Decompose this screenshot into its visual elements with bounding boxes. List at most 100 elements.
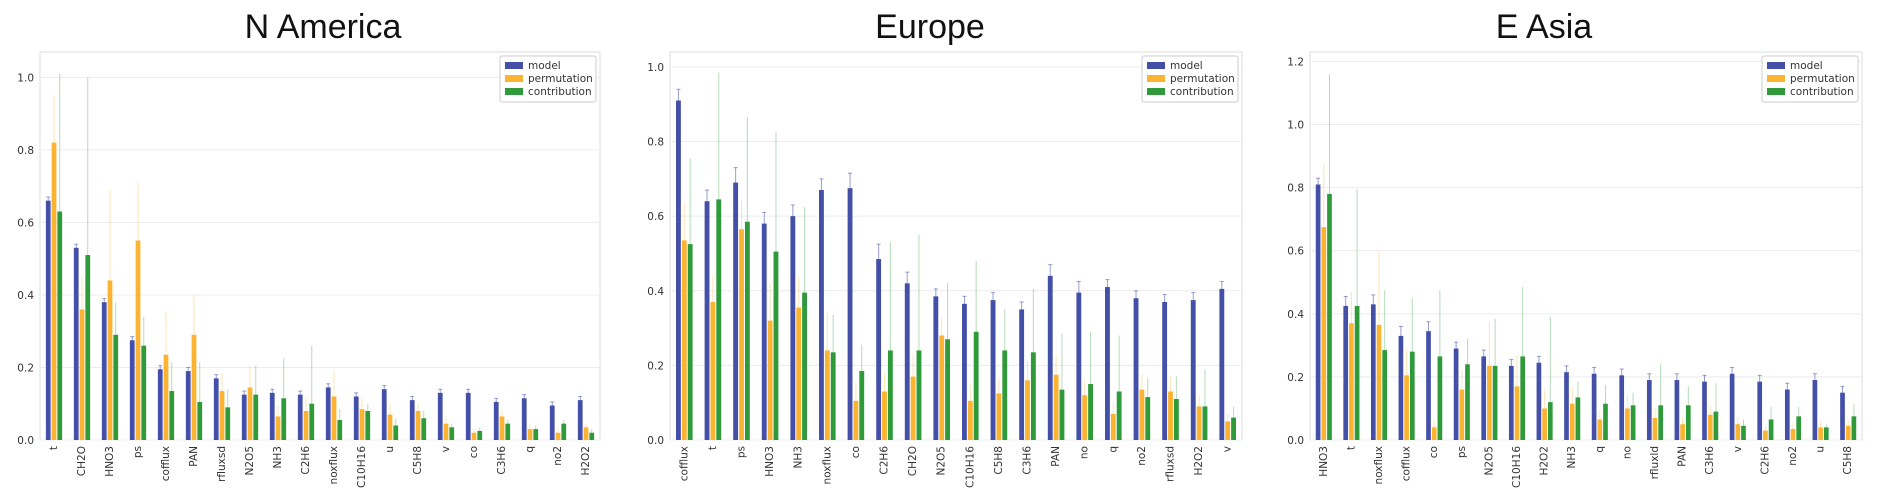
bar-contribution [945, 339, 950, 440]
bar-contribution [1851, 416, 1857, 440]
plot-area [669, 51, 1243, 441]
bar-contribution [1173, 398, 1179, 440]
bar-model [577, 400, 583, 440]
bar-model [704, 201, 710, 440]
bar-model [1757, 381, 1763, 440]
bar-permutation [1349, 323, 1354, 440]
x-tick-label: no2 [1787, 446, 1799, 466]
x-tick-label: C5H8 [412, 446, 424, 475]
bar-model [904, 283, 910, 440]
bar-contribution [113, 334, 119, 440]
bar-model [437, 392, 443, 440]
x-tick-label: v [440, 446, 452, 452]
bar-model [847, 188, 853, 440]
x-tick-label: cofflux [1401, 446, 1413, 481]
x-tick-label: C5H8 [1842, 446, 1854, 475]
bar-permutation [739, 229, 744, 440]
bar-permutation [1542, 408, 1547, 440]
x-tick-label: C3H6 [496, 446, 508, 475]
bar-contribution [1796, 416, 1802, 440]
bar-model [1047, 275, 1053, 440]
x-tick-label: noxflux [1373, 446, 1385, 484]
y-tick-label: 0.8 [1287, 183, 1304, 195]
legend-label: model [1170, 60, 1203, 72]
bar-contribution [1520, 356, 1526, 440]
bar-permutation [135, 240, 141, 440]
bar-contribution [716, 199, 722, 440]
bar-model [1105, 287, 1110, 440]
bar-contribution [1327, 193, 1332, 440]
bar-model [185, 371, 191, 440]
bar-contribution [505, 423, 511, 440]
bar-model [241, 394, 247, 440]
bar-permutation [1139, 389, 1145, 440]
bar-contribution [830, 352, 836, 440]
bar-permutation [1082, 395, 1088, 440]
x-tick-label: CH2O [76, 446, 88, 476]
bar-contribution [589, 432, 595, 440]
y-tick-label: 1.0 [647, 62, 664, 74]
x-tick-label: v [1732, 446, 1744, 452]
bar-permutation [1404, 375, 1409, 440]
bar-permutation [996, 393, 1002, 440]
bar-model [819, 190, 824, 440]
x-tick-label: co [850, 446, 862, 458]
x-tick-label: noxflux [328, 446, 340, 484]
bar-model [1619, 375, 1625, 440]
y-tick-label: 0.0 [1287, 435, 1304, 447]
legend-swatch [505, 75, 523, 82]
bar-permutation [1376, 324, 1382, 440]
x-tick-label: H2O2 [580, 446, 592, 476]
x-tick-label: no2 [1136, 446, 1148, 466]
x-tick-label: v [1222, 446, 1234, 452]
bar-permutation [331, 396, 337, 440]
bar-permutation [1597, 419, 1603, 440]
legend-label: contribution [528, 86, 592, 98]
bar-permutation [767, 320, 773, 440]
bar-model [409, 400, 415, 440]
x-tick-label: cofflux [678, 446, 690, 481]
bar-permutation [359, 409, 365, 440]
bar-model [129, 340, 135, 440]
bar-contribution [802, 292, 807, 440]
bar-permutation [219, 391, 225, 440]
x-tick-label: N2O5 [244, 446, 256, 475]
bar-contribution [1630, 405, 1636, 440]
bar-model [1784, 389, 1790, 440]
x-tick-label: q [1594, 446, 1606, 453]
x-tick-label: HNO3 [104, 446, 116, 477]
bar-model [1370, 304, 1376, 440]
plot-area [1309, 51, 1863, 441]
bar-permutation [1225, 421, 1231, 440]
x-tick-label: u [1815, 446, 1827, 453]
y-tick-label: 1.0 [1287, 120, 1304, 132]
x-tick-label: C10H16 [356, 446, 368, 488]
x-tick-label: t [707, 446, 719, 450]
x-tick-label: N2O5 [936, 446, 948, 475]
bar-contribution [393, 425, 399, 440]
bar-model [1481, 356, 1487, 440]
bar-permutation [443, 423, 449, 440]
bar-permutation [1652, 417, 1658, 440]
bar-permutation [939, 335, 945, 440]
x-tick-label: CH2O [907, 446, 919, 476]
bar-contribution [1382, 350, 1388, 440]
x-tick-label: H2O2 [1193, 446, 1205, 476]
bar-model [493, 401, 499, 440]
chart-n-america: 0.0 0.2 0.4 0.6 0.8 1.0 t CH2O HNO3 ps cofflux PAN r… [17, 51, 601, 488]
x-tick-label: C10H16 [1511, 446, 1523, 488]
bar-model [1219, 288, 1225, 440]
bar-contribution [1088, 384, 1093, 440]
bar-contribution [477, 430, 483, 440]
bar-model [213, 378, 219, 440]
bar-permutation [163, 354, 169, 440]
bar-contribution [1059, 389, 1065, 440]
y-tick-label: 0.8 [17, 145, 34, 157]
bar-model [1190, 300, 1196, 440]
y-tick-label: 0.6 [647, 211, 664, 223]
bar-contribution [1354, 305, 1360, 440]
bar-contribution [1202, 406, 1208, 440]
bar-permutation [1514, 386, 1520, 440]
bar-contribution [1713, 411, 1719, 440]
y-tick-label: 0.8 [647, 137, 664, 149]
